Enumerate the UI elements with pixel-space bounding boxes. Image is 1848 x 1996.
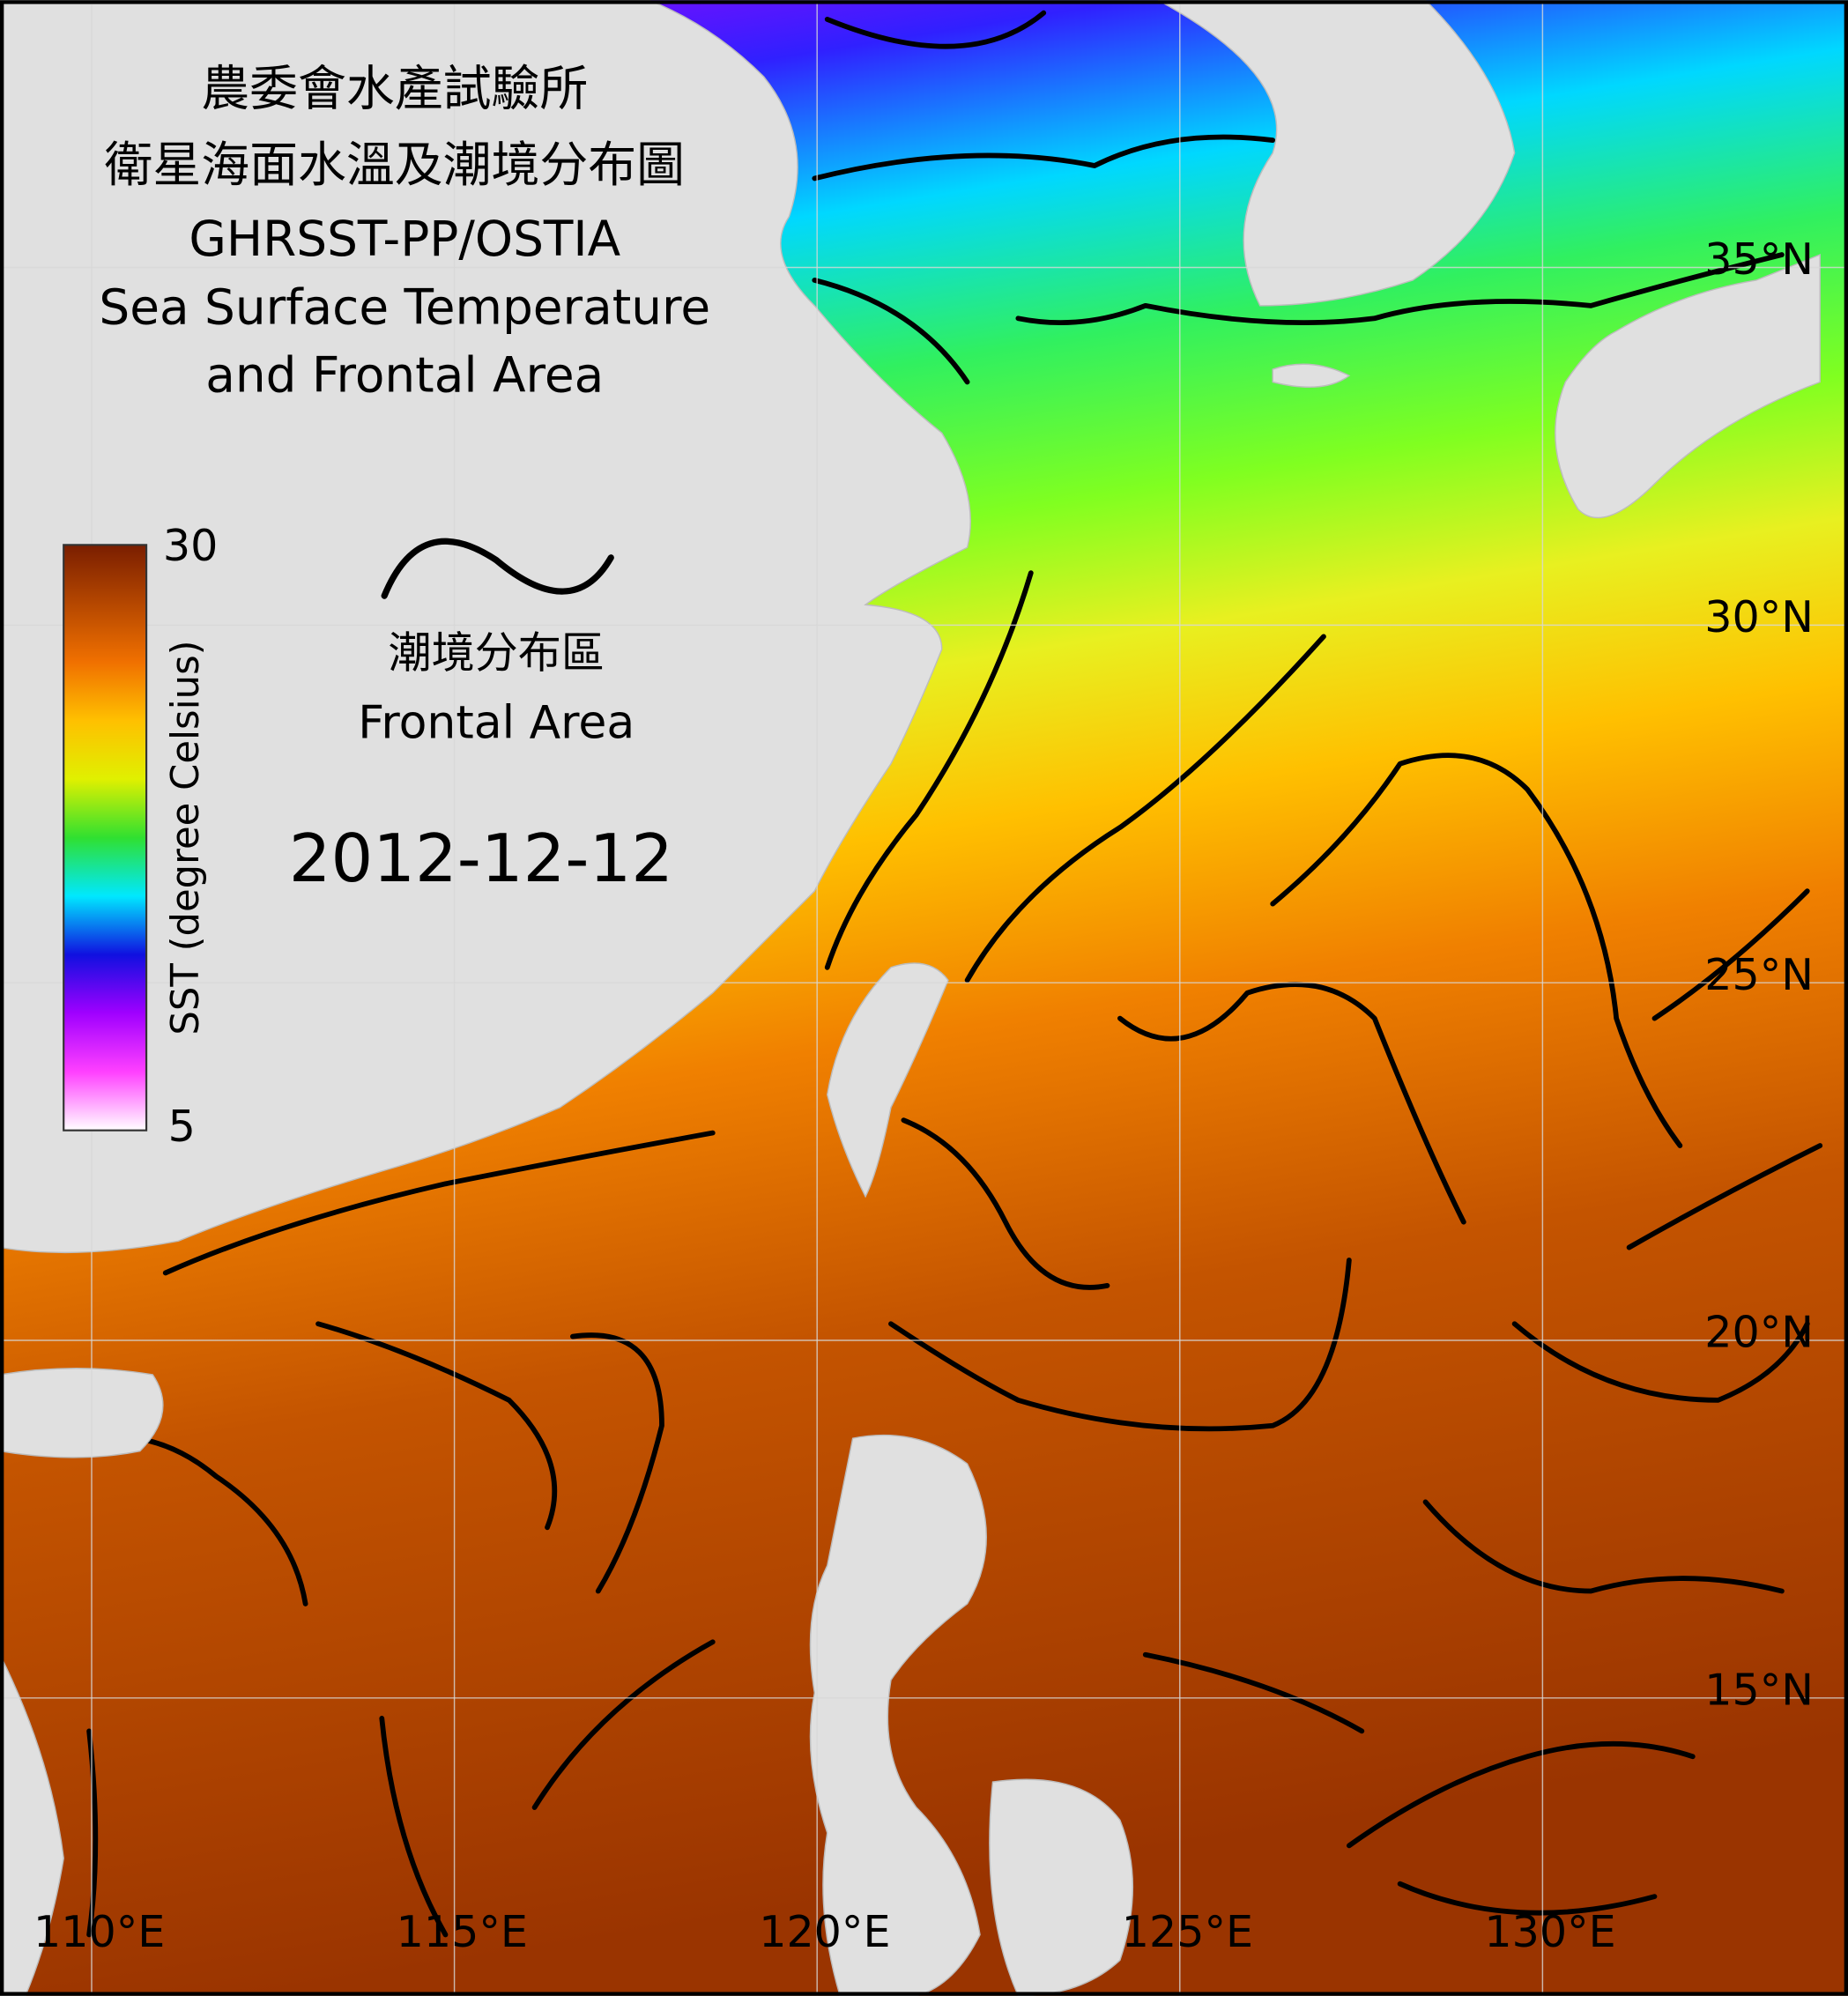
title-line: and Frontal Area xyxy=(205,346,604,403)
latitude-label: 15°N xyxy=(1704,1665,1814,1716)
title-line: Sea Surface Temperature xyxy=(99,279,710,336)
graticule-labels: 35°N 30°N 25°N 20°N 15°N 110°E 115°E 120°E 125°E… xyxy=(33,234,1814,1957)
latitude-label: 35°N xyxy=(1704,234,1814,285)
colorbar xyxy=(63,544,148,1132)
latitude-label: 30°N xyxy=(1704,591,1814,642)
colorbar-max-label: 30 xyxy=(163,520,218,571)
title-line: 衛星海面水溫及潮境分布圖 xyxy=(104,137,685,193)
title-block: 農委會水產試驗所 衛星海面水溫及潮境分布圖 GHRSST-PP/OSTIA Se… xyxy=(99,60,710,403)
longitude-label: 120°E xyxy=(759,1906,890,1957)
latitude-label: 25°N xyxy=(1704,949,1814,1000)
date: 2012-12-12 xyxy=(289,820,673,897)
longitude-label: 110°E xyxy=(33,1906,165,1957)
legend-label-zh: 潮境分布區 xyxy=(389,627,605,679)
legend-label-en: Frontal Area xyxy=(358,696,635,749)
longitude-label: 115°E xyxy=(397,1906,528,1957)
title-line: 農委會水產試驗所 xyxy=(201,60,588,116)
longitude-label: 130°E xyxy=(1484,1906,1615,1957)
latitude-label: 20°N xyxy=(1704,1307,1814,1358)
colorbar-title: SST (degree Celsius) xyxy=(164,640,208,1035)
colorbar-min-label: 5 xyxy=(168,1101,196,1152)
title-line: GHRSST-PP/OSTIA xyxy=(189,211,620,267)
legend-front-symbol xyxy=(381,538,614,599)
longitude-label: 125°E xyxy=(1122,1906,1253,1957)
